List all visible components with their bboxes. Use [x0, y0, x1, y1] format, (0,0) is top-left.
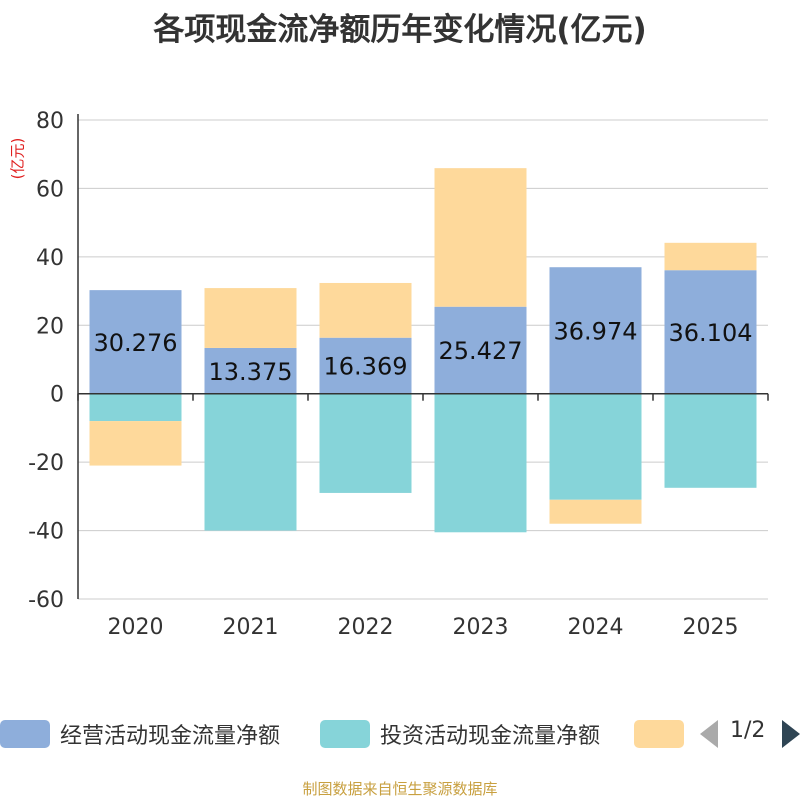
legend-item-investing[interactable]: 投资活动现金流量净额 [320, 716, 600, 752]
bar-investing [89, 393, 182, 422]
bar-financing [204, 288, 297, 348]
bar-financing [89, 421, 182, 466]
x-tick-label: 2021 [223, 615, 279, 640]
y-tick-label: -60 [28, 588, 64, 613]
x-tick-label: 2020 [108, 615, 164, 640]
data-label: 25.427 [439, 337, 523, 365]
y-tick-label: 60 [36, 177, 64, 202]
y-tick-label: 0 [50, 383, 64, 408]
x-tick-label: 2024 [568, 615, 624, 640]
legend: 经营活动现金流量净额 投资活动现金流量净额 1/2 [0, 716, 800, 752]
bar-investing [319, 393, 412, 493]
bar-investing [204, 393, 297, 531]
x-tick-label: 2025 [683, 615, 739, 640]
bar-financing [434, 168, 527, 307]
legend-page-indicator: 1/2 [730, 718, 766, 743]
y-tick-label: -20 [28, 451, 64, 476]
legend-prev-page-icon[interactable] [700, 720, 718, 748]
data-label: 30.276 [94, 329, 178, 357]
legend-label-operating: 经营活动现金流量净额 [60, 724, 281, 749]
legend-next-page-icon[interactable] [782, 720, 800, 748]
y-tick-label: 80 [36, 109, 64, 134]
data-source-note: 制图数据来自恒生聚源数据库 [302, 780, 498, 798]
data-label: 13.375 [209, 358, 293, 386]
bar-investing [664, 393, 757, 488]
data-label: 36.104 [669, 319, 753, 347]
legend-item-operating[interactable]: 经营活动现金流量净额 [0, 716, 280, 752]
y-tick-label: -40 [28, 520, 64, 545]
data-label: 16.369 [324, 353, 408, 381]
bar-operating [89, 290, 182, 394]
chart-canvas: 80 60 40 20 0 -20 -40 -60 2020 2021 2022 2023 2024 20… [28, 109, 769, 640]
legend-swatch-operating [0, 720, 50, 748]
bar-operating [549, 267, 642, 394]
y-tick-label: 20 [36, 314, 64, 339]
x-tick-label: 2022 [338, 615, 394, 640]
bar-financing [549, 499, 642, 524]
bar-investing [549, 393, 642, 500]
bar-operating [664, 270, 757, 394]
x-tick-label: 2023 [453, 615, 509, 640]
legend-swatch-financing [634, 720, 684, 748]
bar-financing [319, 282, 412, 338]
bar-investing [434, 393, 527, 533]
legend-label-investing: 投资活动现金流量净额 [380, 724, 601, 749]
bar-operating [434, 306, 527, 394]
data-label: 36.974 [554, 317, 638, 345]
chart-title: 各项现金流净额历年变化情况(亿元) [153, 12, 647, 48]
bar-operating [319, 337, 412, 394]
legend-item-financing[interactable] [634, 716, 684, 752]
bar-financing [664, 242, 757, 271]
bar-operating [204, 347, 297, 394]
legend-swatch-investing [320, 720, 370, 748]
y-tick-label: 40 [36, 246, 64, 271]
